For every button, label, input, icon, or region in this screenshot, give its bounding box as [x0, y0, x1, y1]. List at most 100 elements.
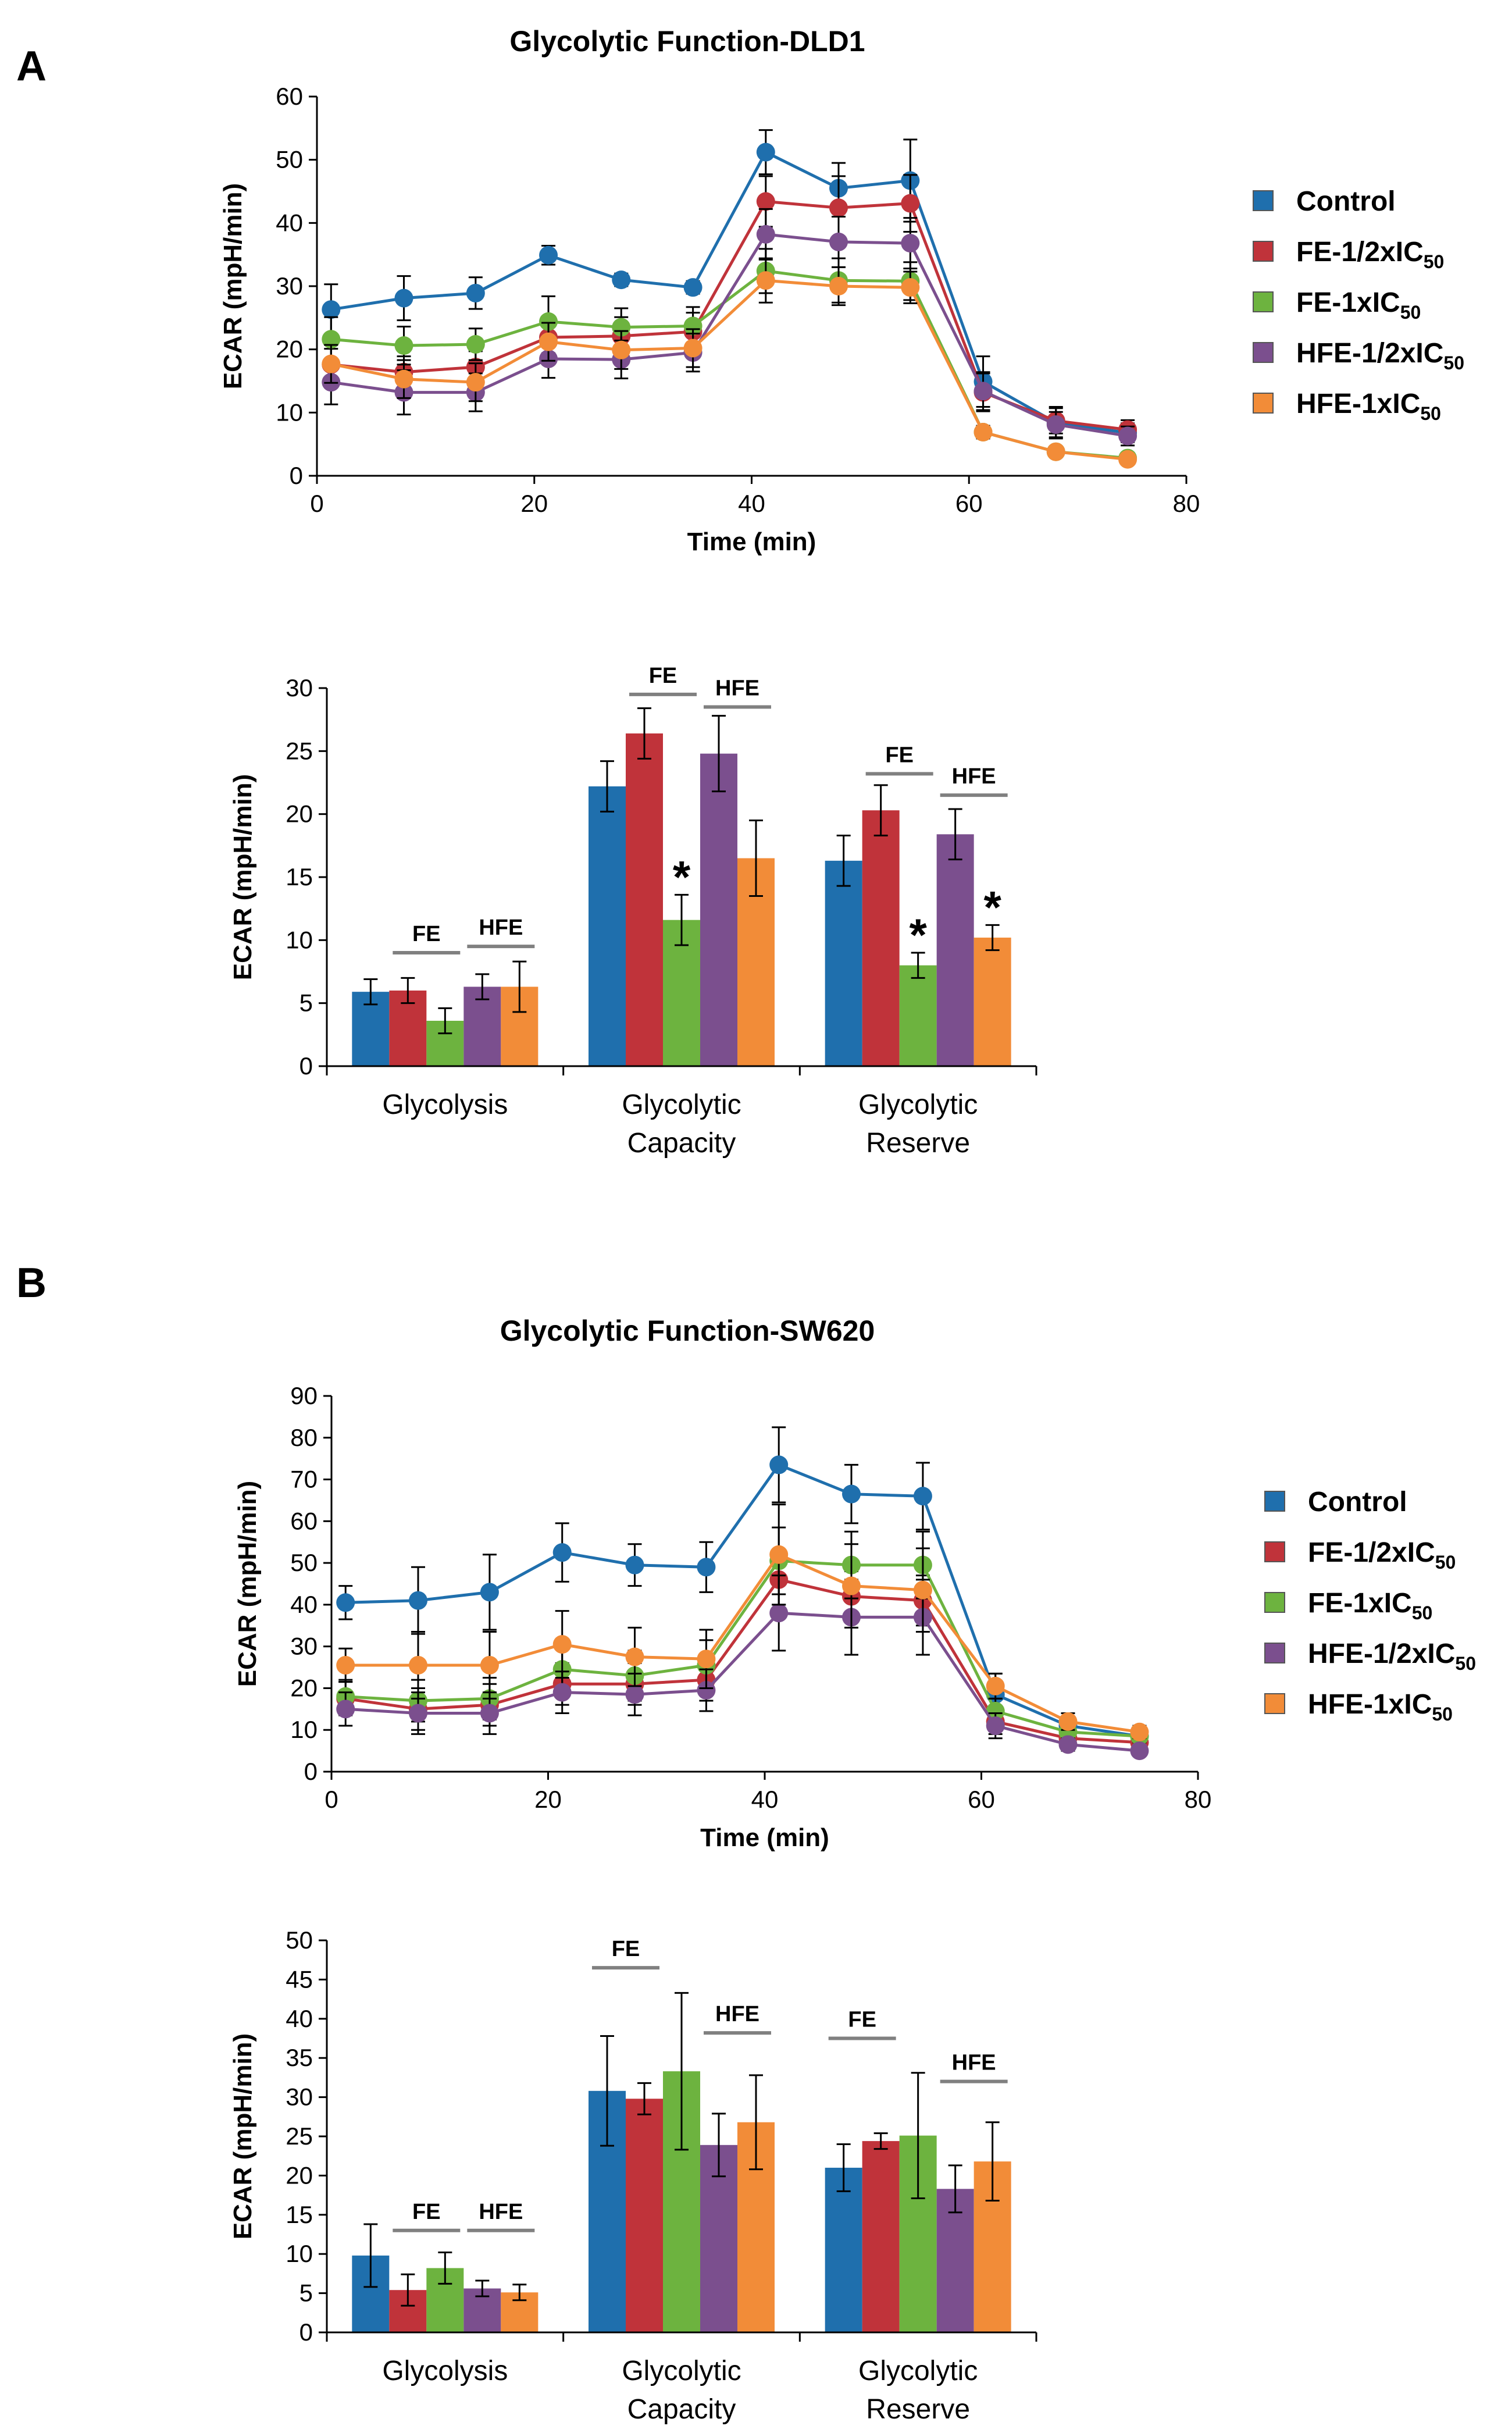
- legend-b-legend-label: FE-1xIC50: [1308, 1588, 1432, 1623]
- line-a-y-tick-label: 20: [276, 336, 303, 363]
- line-a-data-point: [466, 373, 485, 392]
- line-b-x-tick-label: 80: [1185, 1786, 1212, 1813]
- line-a-data-point: [1118, 450, 1137, 469]
- line-a-data-point: [539, 245, 558, 265]
- line-b-data-point: [409, 1704, 427, 1723]
- bar-a-series-4: [501, 820, 1011, 1066]
- bar-b-y-tick-label: 25: [286, 2122, 313, 2150]
- line-a-series-4: [322, 257, 1137, 469]
- legend-a-legend-swatch: [1253, 342, 1274, 363]
- line-a-data-point: [683, 316, 702, 336]
- line-b-y-tick-label: 60: [290, 1507, 318, 1534]
- bar-b-series-4: [501, 2074, 1011, 2332]
- line-b-y-tick-label: 70: [290, 1466, 318, 1493]
- line-a-series-line: [330, 150, 1128, 434]
- line-b-data-point: [986, 1716, 1005, 1736]
- line-a-x-tick-label: 60: [955, 490, 983, 517]
- line-b-data-point: [409, 1591, 427, 1610]
- legend-b-legend-subscript: 50: [1435, 1552, 1456, 1573]
- bar-b-group-label: HFE: [952, 2051, 996, 2075]
- line-a-data-point: [829, 198, 848, 218]
- line-b-y-tick-label: 30: [290, 1633, 318, 1660]
- bar-a-group-label: HFE: [479, 916, 523, 940]
- legend-a-legend-label: FE-1xIC50: [1296, 287, 1421, 323]
- bar-a-category-label: Reserve: [866, 1128, 970, 1159]
- line-a-data-point: [1046, 442, 1065, 461]
- line-chart-b-title: Glycolytic Function-SW620: [500, 1315, 875, 1347]
- line-b-series-line: [345, 1552, 1140, 1734]
- line-a-y-tick-label: 0: [290, 462, 303, 489]
- line-b-x-tick-label: 60: [968, 1786, 995, 1813]
- legend-b-legend-swatch: [1264, 1693, 1285, 1714]
- line-b-data-point: [769, 1604, 789, 1623]
- legend-a-legend-label: HFE-1xIC50: [1296, 389, 1441, 424]
- bar-b-category-label: Glycolytic: [858, 2356, 978, 2386]
- bar-b-category-label: Glycolytic: [622, 2356, 741, 2386]
- line-a-data-point: [1118, 426, 1137, 446]
- bar-a-y-tick-label: 0: [299, 1052, 313, 1080]
- line-b-data-point: [552, 1683, 572, 1702]
- line-a-data-point: [394, 336, 413, 355]
- bar-b-y-tick-label: 20: [286, 2161, 313, 2189]
- legend-a-legend-label-text: HFE-1xIC: [1296, 389, 1420, 419]
- legend-a-legend-swatch: [1253, 190, 1274, 211]
- line-b-y-tick-label: 90: [290, 1382, 318, 1409]
- line-b-data-point: [1058, 1735, 1078, 1754]
- line-a-data-point: [756, 143, 775, 162]
- legend-b-legend-swatch: [1264, 1541, 1285, 1562]
- bar-b-category-label: Capacity: [627, 2394, 736, 2425]
- bar-a-bar: [825, 860, 862, 1066]
- legend-b-legend-swatch: [1264, 1491, 1285, 1512]
- bar-a-bar: [626, 733, 663, 1066]
- line-b-data-point: [336, 1700, 355, 1719]
- panel-a: A Glycolytic Function-DLD1 0102030405060…: [16, 25, 1464, 1159]
- line-b-series-3: [336, 1574, 1149, 1761]
- line-a-data-point: [612, 340, 631, 359]
- line-a-series-line: [330, 233, 1128, 437]
- legend-b-legend-label: HFE-1/2xIC50: [1308, 1638, 1476, 1674]
- bar-b-y-tick-label: 30: [286, 2083, 313, 2111]
- line-a-data-point: [1046, 415, 1065, 434]
- line-a-data-point: [322, 300, 341, 319]
- line-b-data-point: [697, 1650, 716, 1669]
- line-b-data-point: [1130, 1741, 1149, 1761]
- bar-b-category-label: Reserve: [866, 2394, 970, 2425]
- line-b-data-point: [769, 1545, 789, 1564]
- line-b-x-axis-title: Time (min): [700, 1823, 829, 1852]
- legend-b-legend-subscript: 50: [1432, 1704, 1453, 1725]
- bar-a-category-label: Glycolytic: [622, 1089, 741, 1120]
- bar-a-category-label: Capacity: [627, 1128, 736, 1159]
- legend-b-legend-subscript: 50: [1455, 1653, 1476, 1674]
- legend-b-legend-label-text: FE-1xIC: [1308, 1588, 1412, 1619]
- panel-b: B Glycolytic Function-SW620 010203040506…: [16, 1260, 1476, 2425]
- bar-b-group-label: FE: [848, 2008, 876, 2032]
- line-a-data-point: [756, 192, 775, 211]
- line-a-data-point: [756, 271, 775, 290]
- bar-a-bar: [899, 965, 937, 1066]
- legend-a-legend-label: HFE-1/2xIC50: [1296, 338, 1464, 373]
- legend-b-legend-swatch: [1264, 1643, 1285, 1663]
- bar-b-y-tick-label: 45: [286, 1965, 313, 1993]
- legend-a-legend-subscript: 50: [1424, 251, 1445, 272]
- line-b-y-axis-title: ECAR (mpH/min): [233, 1481, 262, 1687]
- bar-a-category-label: Glycolytic: [858, 1089, 978, 1120]
- line-b-x-tick-label: 20: [534, 1786, 562, 1813]
- line-a-x-tick-label: 40: [738, 490, 765, 517]
- legend-a-legend-label: Control: [1296, 186, 1396, 217]
- bar-b-series-0: [352, 2035, 862, 2332]
- line-a-series-line: [330, 279, 1128, 461]
- line-chart-b: 0 10 20 30 40 50 60 70 80 90 0 20 40 60 80 Time (min) EC…: [233, 1382, 1211, 1852]
- legend-b-legend-subscript: 50: [1412, 1602, 1433, 1623]
- line-a-data-point: [829, 277, 848, 295]
- line-b-data-point: [986, 1676, 1005, 1695]
- bar-a-bar: [973, 938, 1011, 1066]
- legend-a-legend-label-text: Control: [1296, 186, 1396, 217]
- bar-b-y-tick-label: 0: [299, 2318, 313, 2346]
- legend-a-legend-subscript: 50: [1420, 403, 1441, 424]
- bar-a-series-2: [426, 893, 937, 1066]
- line-b-data-point: [913, 1580, 932, 1600]
- line-b-series-4: [336, 1504, 1149, 1741]
- bar-a-group-label: HFE: [715, 676, 759, 701]
- line-b-series-line: [345, 1463, 1140, 1738]
